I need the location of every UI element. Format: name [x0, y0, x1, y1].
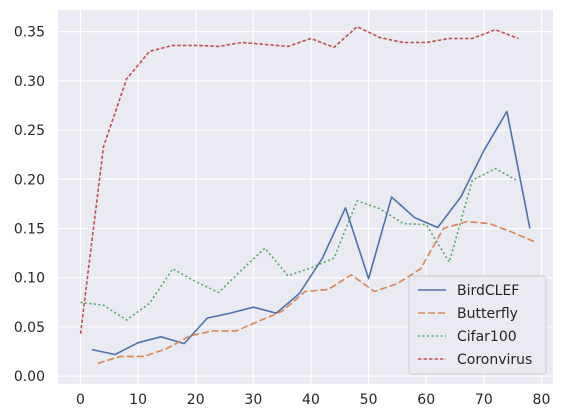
y-tick-label: 0.00 — [14, 369, 45, 385]
x-tick-label: 70 — [475, 392, 493, 408]
y-tick-label: 0.30 — [14, 74, 45, 90]
series-line-butterfly — [97, 220, 537, 365]
series-line-birdclef — [91, 110, 531, 356]
series-lines — [79, 25, 537, 365]
x-tick-label: 20 — [187, 392, 205, 408]
x-tick-label: 0 — [76, 392, 85, 408]
x-tick-label: 10 — [129, 392, 147, 408]
legend-label: Coronvirus — [457, 352, 532, 368]
x-tick-label: 50 — [360, 392, 378, 408]
tick-labels: 0 10 20 30 40 50 60 70 80 0.00 0.05 0.10 0.15 0.20 0.2… — [14, 25, 551, 408]
series-line-coronvirus — [79, 25, 519, 334]
x-tick-label: 60 — [417, 392, 435, 408]
x-tick-label: 30 — [244, 392, 262, 408]
legend-frame — [408, 275, 547, 375]
y-tick-label: 0.15 — [14, 221, 45, 237]
y-tick-label: 0.35 — [14, 25, 45, 41]
legend-label: Butterfly — [457, 306, 518, 322]
y-tick-label: 0.20 — [14, 172, 45, 188]
legend: BirdCLEF Butterfly Cifar100 Coronvirus — [408, 275, 547, 375]
x-tick-label: 40 — [302, 392, 320, 408]
series-line-cifar100 — [80, 167, 519, 321]
y-tick-label: 0.05 — [14, 320, 45, 336]
y-tick-label: 0.10 — [14, 271, 45, 287]
x-tick-label: 80 — [533, 392, 551, 408]
legend-label: Cifar100 — [457, 329, 517, 345]
legend-label: BirdCLEF — [457, 283, 519, 299]
y-tick-label: 0.25 — [14, 123, 45, 139]
